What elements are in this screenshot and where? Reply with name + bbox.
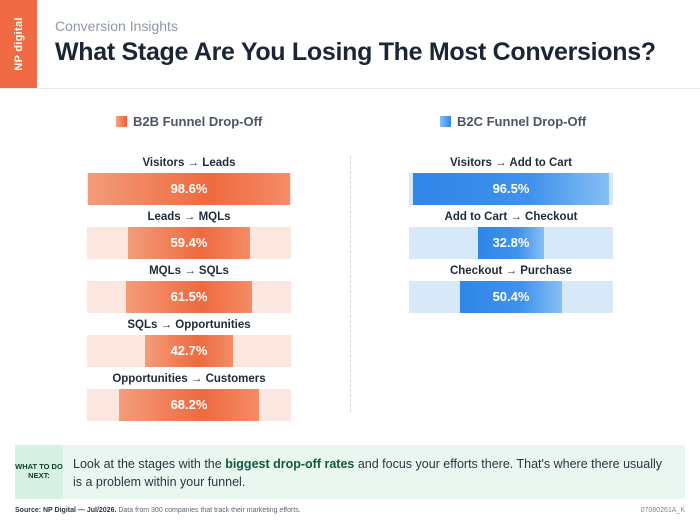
source-note: Source: NP Digital — Jul/2026. Data from…	[15, 507, 301, 514]
bar-fill	[88, 173, 290, 205]
bar-value-label: 61.5%	[170, 289, 208, 304]
stage-label: Checkout → Purchase	[449, 265, 573, 277]
bar-track	[409, 281, 613, 313]
legend-b2b: B2B Funnel Drop-Off	[116, 114, 262, 129]
bar-fill	[128, 227, 250, 259]
bar-fill	[412, 173, 610, 205]
figure-code: 07080261A_K	[640, 507, 685, 514]
source-text: Data from 300 companies that track their…	[116, 507, 301, 514]
callout-tag: WHAT TO DO NEXT:	[15, 445, 63, 499]
bar-fill	[119, 389, 259, 421]
bar-value-label: 59.4%	[170, 235, 208, 250]
stage-label: Visitors → Leads	[142, 157, 236, 169]
stage-label: MQLs → SQLs	[149, 265, 229, 277]
chart-divider	[350, 156, 351, 412]
source-label: Source: NP Digital — Jul/2026.	[15, 507, 117, 514]
bar-value-label: 98.6%	[170, 181, 208, 196]
bar-track	[87, 173, 291, 205]
bar-fill	[145, 335, 233, 367]
callout-text-before: Look at the stages with the	[73, 457, 226, 471]
bar-track	[87, 335, 291, 367]
stage-label: Visitors → Add to Cart	[449, 157, 573, 169]
callout-text-after: and focus your efforts there. That's whe…	[73, 457, 663, 489]
stage-label: Opportunities → Customers	[112, 373, 266, 385]
stage-label: SQLs → Opportunities	[127, 319, 251, 331]
legend-b2c-swatch	[440, 116, 451, 127]
brand-logo: NP digital	[0, 0, 37, 88]
page-title: What Stage Are You Losing The Most Conve…	[55, 38, 656, 66]
bar-track	[409, 227, 613, 259]
stage-label: Add to Cart → Checkout	[444, 211, 578, 223]
bar-track	[87, 227, 291, 259]
bar-value-label: 50.4%	[492, 289, 530, 304]
bar-value-label: 96.5%	[492, 181, 530, 196]
bar-fill	[477, 227, 545, 259]
legend-b2b-label: B2B Funnel Drop-Off	[133, 114, 263, 129]
stage-label: Leads → MQLs	[147, 211, 231, 223]
eyebrow-label: Conversion Insights	[55, 18, 178, 34]
callout-text: Look at the stages with the biggest drop…	[73, 455, 673, 491]
callout-text-bold: biggest drop-off rates	[225, 457, 355, 471]
header-divider	[0, 88, 700, 89]
legend-b2c-label: B2C Funnel Drop-Off	[457, 114, 587, 129]
brand-logo-text: NP digital	[12, 17, 25, 71]
bar-track	[87, 281, 291, 313]
bar-value-label: 42.7%	[170, 343, 208, 358]
bar-fill	[126, 281, 252, 313]
what-to-do-next-callout: WHAT TO DO NEXT: Look at the stages with…	[15, 445, 685, 499]
bar-track	[409, 173, 613, 205]
bar-value-label: 32.8%	[492, 235, 530, 250]
legend-b2b-swatch	[116, 116, 127, 127]
bar-fill	[459, 281, 563, 313]
legend-b2c: B2C Funnel Drop-Off	[440, 114, 586, 129]
bar-value-label: 68.2%	[170, 397, 208, 412]
bar-track	[87, 389, 291, 421]
